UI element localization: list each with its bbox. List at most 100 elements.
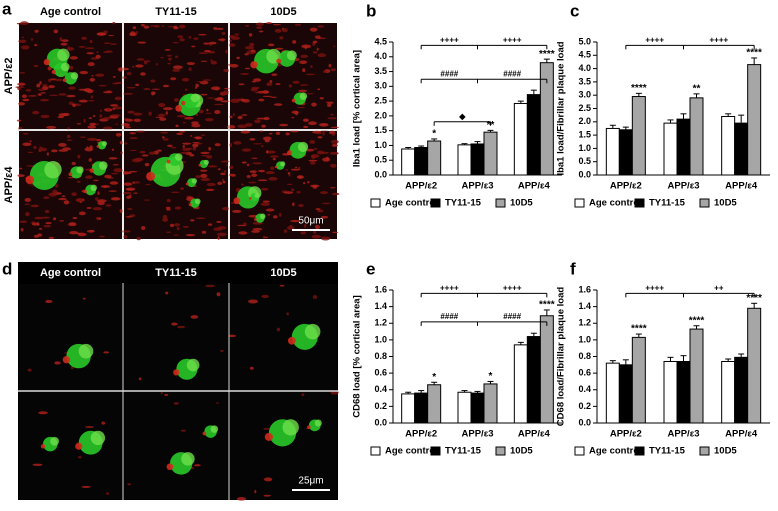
- micrograph-background: [124, 23, 228, 129]
- texture: [312, 295, 317, 299]
- texture: [274, 165, 278, 169]
- texture: [312, 51, 318, 54]
- texture: [92, 207, 103, 211]
- texture: [222, 180, 226, 184]
- texture: [238, 231, 248, 235]
- texture: [20, 21, 29, 26]
- texture: [270, 96, 278, 99]
- bar: [747, 64, 762, 176]
- texture: [264, 432, 273, 442]
- texture: [204, 49, 211, 53]
- texture: [85, 47, 95, 50]
- texture: [126, 86, 136, 89]
- texture: [220, 349, 224, 352]
- texture: [127, 110, 135, 114]
- bar: [414, 392, 429, 424]
- texture: [172, 41, 179, 44]
- texture: [135, 64, 144, 68]
- texture: [69, 65, 74, 70]
- bar: [631, 336, 646, 424]
- texture: [105, 492, 110, 495]
- texture: [40, 98, 50, 102]
- texture: [319, 97, 324, 100]
- texture: [86, 137, 97, 142]
- x-tick-label: APP/ε2: [610, 181, 642, 192]
- texture: [171, 322, 178, 326]
- texture: [162, 84, 170, 88]
- texture: [18, 71, 26, 74]
- texture: [216, 97, 224, 101]
- legend-swatch: [430, 446, 441, 456]
- texture: [234, 33, 240, 36]
- texture: [139, 150, 146, 154]
- texture: [301, 393, 305, 397]
- texture: [174, 153, 183, 161]
- significance-label: ****: [689, 315, 705, 326]
- bar: [721, 115, 736, 176]
- bar: [618, 129, 633, 176]
- bracket-label: ++++: [645, 35, 664, 44]
- texture: [252, 227, 263, 231]
- texture: [94, 197, 99, 201]
- texture: [330, 126, 340, 129]
- texture: [286, 312, 289, 316]
- bracket-label: ++++: [503, 283, 522, 292]
- texture: [78, 99, 88, 103]
- texture: [240, 98, 246, 102]
- texture: [120, 122, 131, 127]
- texture: [332, 231, 339, 234]
- texture: [248, 181, 257, 184]
- texture: [216, 292, 221, 297]
- bar: [470, 143, 485, 176]
- micrograph-background: [19, 392, 122, 499]
- texture: [291, 188, 295, 192]
- texture: [78, 45, 86, 48]
- texture: [311, 155, 316, 159]
- texture: [221, 31, 226, 35]
- texture: [88, 117, 93, 120]
- micrograph: [228, 129, 340, 241]
- texture: [289, 224, 293, 227]
- texture: [166, 159, 171, 164]
- texture: [210, 86, 221, 91]
- texture: [34, 216, 44, 220]
- texture: [133, 118, 141, 122]
- y-tick-label: 4.0: [578, 63, 591, 73]
- texture: [166, 208, 171, 211]
- x-tick-label: APP/ε4: [725, 181, 758, 192]
- texture: [181, 77, 190, 82]
- texture: [43, 224, 52, 228]
- y-axis-label: CD68 load/Fibrillar plaque load: [556, 287, 567, 427]
- texture: [145, 184, 152, 186]
- texture: [285, 132, 290, 136]
- texture: [240, 130, 251, 134]
- texture: [108, 34, 115, 37]
- texture: [309, 140, 316, 144]
- texture: [194, 464, 201, 467]
- texture: [315, 208, 321, 211]
- texture: [173, 223, 181, 227]
- texture: [291, 98, 296, 103]
- legend-label: TY11-15: [649, 446, 686, 457]
- texture: [228, 334, 236, 338]
- texture: [330, 113, 334, 116]
- texture: [195, 175, 201, 179]
- bracket-label: ####: [440, 312, 458, 321]
- texture: [223, 170, 227, 173]
- legend-swatch: [430, 198, 441, 208]
- texture: [311, 234, 321, 239]
- texture: [298, 203, 304, 207]
- texture: [43, 59, 50, 66]
- texture: [125, 118, 134, 122]
- texture: [314, 419, 322, 427]
- texture: [105, 204, 112, 207]
- texture: [45, 222, 52, 225]
- y-tick-label: 4.5: [578, 50, 591, 60]
- texture: [329, 187, 336, 189]
- bar: [676, 118, 691, 176]
- texture: [246, 163, 250, 167]
- texture: [294, 166, 298, 169]
- texture: [190, 93, 200, 103]
- texture: [135, 83, 140, 87]
- texture: [223, 87, 232, 90]
